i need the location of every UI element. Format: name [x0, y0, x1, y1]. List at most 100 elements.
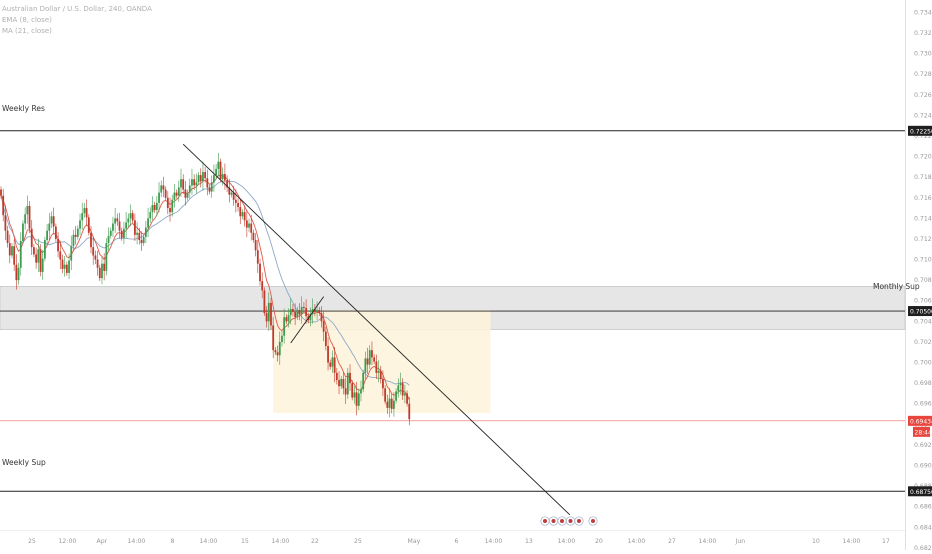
candle-body — [147, 218, 149, 228]
candle-body — [210, 182, 213, 192]
candle-body — [401, 383, 404, 396]
candle-body — [393, 400, 395, 409]
candle-body — [98, 267, 101, 279]
y-tick-label: 0.69200 — [914, 442, 932, 449]
candle-body — [202, 172, 204, 182]
candle-body — [245, 220, 248, 228]
x-tick-label: May — [408, 538, 421, 545]
candle-body — [182, 179, 185, 190]
chart-legend: Australian Dollar / U.S. Dollar, 240, OA… — [2, 4, 152, 37]
candle-body — [52, 216, 55, 227]
candle-body — [0, 189, 2, 196]
event-flag-icon — [548, 516, 559, 526]
candle-body — [254, 239, 257, 251]
candle-body — [368, 350, 371, 365]
current-price-box — [908, 415, 932, 426]
candle-body — [219, 161, 222, 180]
candle-body — [184, 189, 187, 198]
candle-body — [11, 246, 13, 256]
candle-body — [4, 215, 7, 231]
candle-body — [118, 221, 121, 231]
candle-body — [357, 393, 360, 406]
monthly-support-zone — [0, 286, 906, 330]
candle-body — [48, 223, 51, 231]
event-flag-icon-dot — [551, 519, 556, 523]
candle-body — [215, 168, 218, 176]
candle-body — [37, 249, 40, 263]
x-tick-label: 17 — [882, 538, 890, 545]
legend-ma: MA (21, close) — [2, 27, 52, 35]
x-tick-label: 25 — [28, 538, 36, 545]
candle-body — [153, 204, 156, 211]
event-flag-icon — [565, 516, 576, 526]
candle-body — [300, 306, 303, 315]
candle-body — [76, 228, 79, 237]
y-tick-label: 0.69000 — [914, 463, 932, 470]
y-tick-label: 0.69800 — [914, 380, 932, 387]
candle-body — [289, 308, 292, 316]
candle-body — [151, 204, 154, 213]
countdown-label: 28:44 — [915, 429, 932, 436]
x-tick-label: 13 — [525, 538, 533, 545]
candle-body — [140, 239, 143, 244]
x-tick-label: 14:00 — [272, 538, 290, 545]
candle-body — [65, 264, 68, 273]
candle-body — [133, 220, 136, 235]
candle-body — [327, 346, 329, 363]
event-flag-icon-dot — [568, 519, 573, 523]
weekly-res-price-box — [908, 125, 932, 136]
candle-body — [329, 362, 332, 367]
candle-body — [177, 187, 180, 196]
candle-body — [92, 247, 95, 256]
candle-body — [175, 192, 178, 196]
candle-body — [276, 352, 279, 356]
event-flag-icon-dot — [543, 519, 547, 523]
candle-body — [199, 175, 202, 182]
candle-body — [169, 208, 171, 213]
y-tick-label: 0.73400 — [914, 9, 932, 16]
y-tick-label: 0.71200 — [914, 236, 932, 243]
x-tick-label: 6 — [455, 538, 459, 545]
candle-body — [22, 223, 24, 242]
legend-symbol: Australian Dollar / U.S. Dollar, 240, OA… — [2, 5, 152, 13]
candle-body — [351, 383, 354, 398]
x-tick-label: 14:00 — [699, 538, 717, 545]
ma-21-line — [0, 180, 410, 386]
x-tick-label: 15 — [241, 538, 249, 545]
candle-body — [403, 393, 406, 396]
trendline — [182, 143, 571, 516]
x-tick-label: 20 — [595, 538, 603, 545]
event-flag-icon — [557, 516, 567, 526]
candle-body — [120, 230, 123, 238]
candle-body — [24, 214, 27, 224]
candle-body — [13, 246, 16, 265]
candle-body — [101, 263, 103, 279]
candle-body — [103, 263, 106, 271]
weekly-sup-price-box — [908, 486, 932, 497]
weekly-sup-label: Weekly Sup — [2, 458, 46, 467]
y-tick-label: 0.68600 — [914, 504, 932, 511]
candle-body — [2, 195, 5, 216]
monthly-sup-label: Monthly Sup — [873, 282, 920, 291]
candle-body — [105, 243, 108, 271]
candle-body — [298, 310, 301, 315]
x-tick-label: 22 — [311, 538, 319, 545]
candle-body — [331, 357, 334, 367]
event-flag-icon-dot — [577, 519, 581, 523]
legend-ema: EMA (8, close) — [2, 16, 52, 24]
candle-body — [250, 223, 253, 233]
candle-body — [116, 218, 119, 222]
y-tick-label: 0.71600 — [914, 195, 932, 202]
candle-body — [296, 310, 299, 318]
candle-body — [28, 205, 31, 229]
candle-body — [114, 218, 117, 224]
candle-body — [68, 260, 70, 273]
y-tick-label: 0.73200 — [914, 30, 932, 37]
x-tick-label: 10 — [812, 538, 820, 545]
candle-body — [136, 232, 138, 235]
candle-body — [149, 212, 152, 219]
candle-body — [74, 234, 77, 237]
